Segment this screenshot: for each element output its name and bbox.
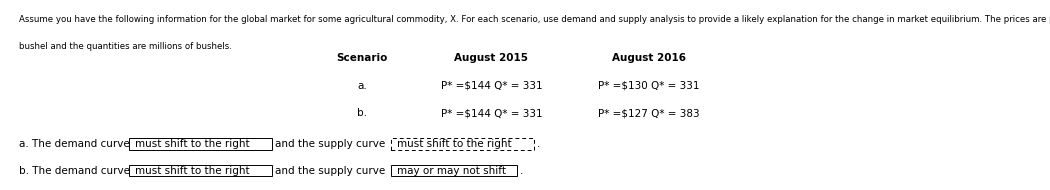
Text: .: . bbox=[538, 139, 541, 149]
Text: P* =$130 Q* = 331: P* =$130 Q* = 331 bbox=[598, 81, 699, 91]
Text: P* =$127 Q* = 383: P* =$127 Q* = 383 bbox=[598, 108, 699, 118]
Text: and the supply curve: and the supply curve bbox=[275, 166, 385, 176]
Text: and the supply curve: and the supply curve bbox=[275, 139, 385, 149]
Text: P* =$144 Q* = 331: P* =$144 Q* = 331 bbox=[441, 81, 542, 91]
Text: Assume you have the following information for the global market for some agricul: Assume you have the following informatio… bbox=[19, 15, 1050, 24]
Text: August 2016: August 2016 bbox=[612, 53, 686, 63]
Text: b.: b. bbox=[357, 108, 367, 118]
Text: must shift to the right: must shift to the right bbox=[135, 139, 250, 149]
Text: must shift to the right: must shift to the right bbox=[135, 166, 250, 176]
Text: .: . bbox=[520, 166, 523, 176]
Text: may or may not shift: may or may not shift bbox=[397, 166, 506, 176]
Text: a.: a. bbox=[357, 81, 367, 91]
Text: Scenario: Scenario bbox=[337, 53, 387, 63]
Text: P* =$144 Q* = 331: P* =$144 Q* = 331 bbox=[441, 108, 542, 118]
Text: bushel and the quantities are millions of bushels.: bushel and the quantities are millions o… bbox=[19, 42, 232, 51]
Text: August 2015: August 2015 bbox=[455, 53, 528, 63]
Text: must shift to the right: must shift to the right bbox=[397, 139, 511, 149]
Text: a. The demand curve: a. The demand curve bbox=[19, 139, 129, 149]
Text: b. The demand curve: b. The demand curve bbox=[19, 166, 130, 176]
